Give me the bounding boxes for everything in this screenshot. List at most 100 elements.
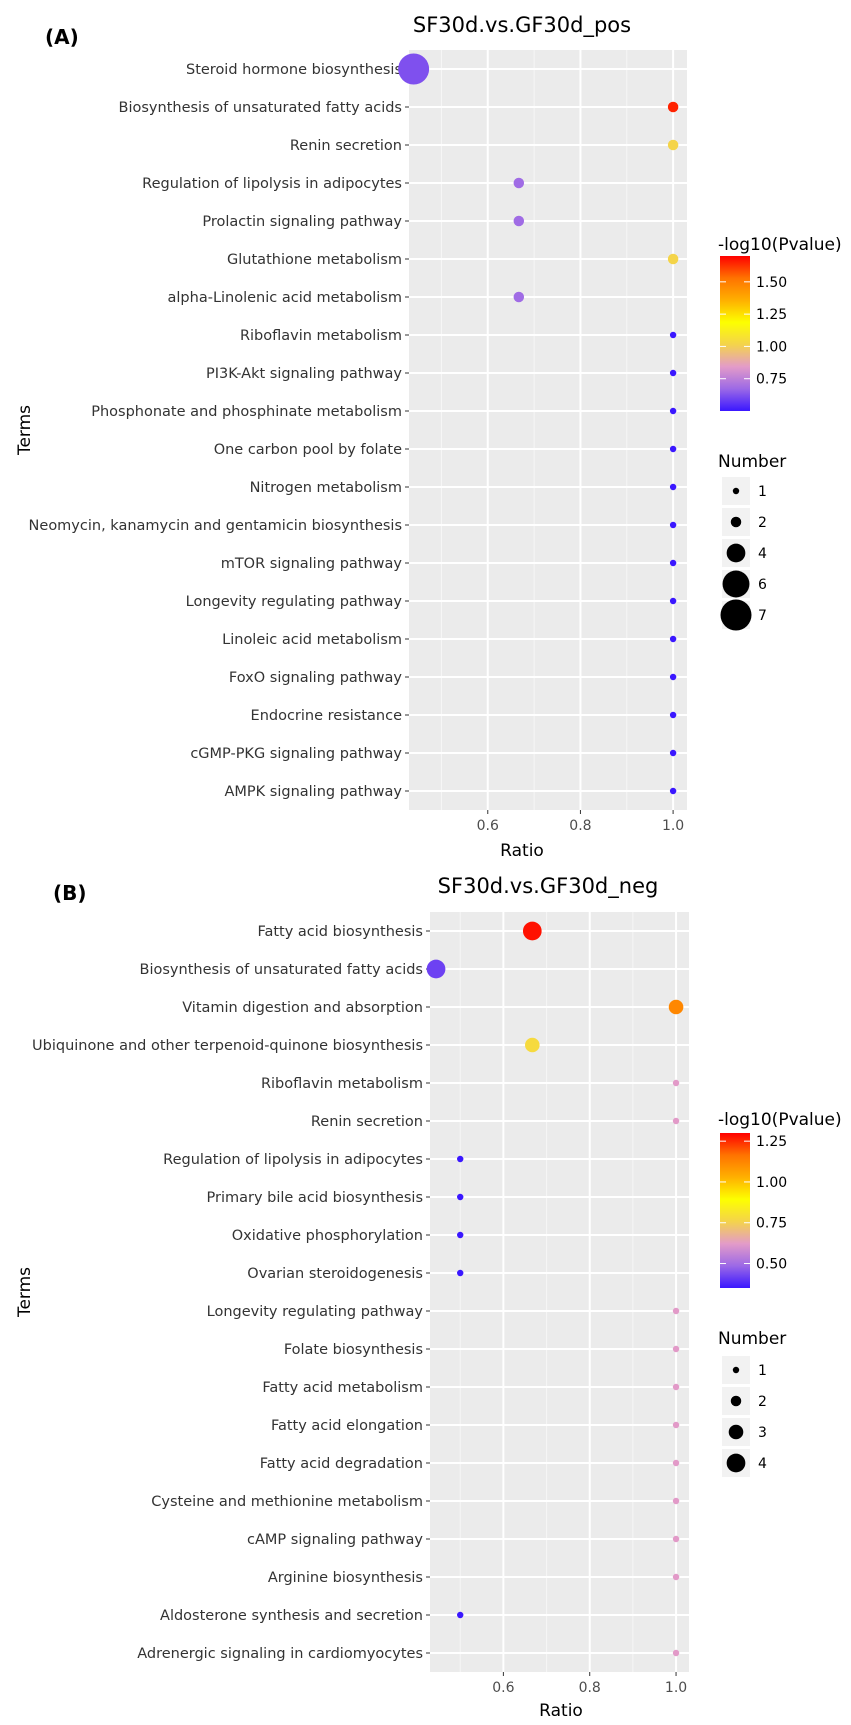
y-tick-label: cAMP signaling pathway: [247, 1532, 423, 1548]
size-legend-dot: [732, 487, 740, 495]
size-legend-label: 2: [758, 515, 767, 531]
y-tick-label: Fatty acid degradation: [260, 1456, 423, 1472]
data-point: [672, 1383, 680, 1391]
data-point: [672, 1079, 680, 1087]
y-tick-label: Longevity regulating pathway: [207, 1304, 424, 1320]
data-point: [669, 711, 677, 719]
color-legend-title: -log10(Pvalue): [718, 235, 842, 255]
y-tick-label: AMPK signaling pathway: [224, 784, 402, 800]
data-point: [513, 177, 525, 189]
chart-title: SF30d.vs.GF30d_neg: [438, 874, 659, 899]
colorbar-tick-label: 1.25: [756, 307, 787, 323]
y-tick-label: Primary bile acid biosynthesis: [207, 1190, 424, 1206]
panel-b: (B) SF30d.vs.GF30d_neg Fatty acid biosynth…: [15, 874, 842, 1721]
data-point: [426, 959, 446, 979]
size-legend-dot: [720, 599, 752, 631]
y-tick-label: mTOR signaling pathway: [221, 556, 403, 572]
color-legend-title: -log10(Pvalue): [718, 1110, 842, 1130]
data-point: [457, 1193, 464, 1201]
y-tick-label: Biosynthesis of unsaturated fatty acids: [140, 962, 423, 978]
data-point: [667, 139, 679, 151]
data-point: [668, 999, 684, 1015]
x-tick-label: 0.6: [492, 1680, 514, 1696]
data-point: [672, 1649, 680, 1657]
y-tick-label: Glutathione metabolism: [227, 252, 402, 268]
data-point: [522, 921, 542, 941]
data-point: [669, 369, 677, 377]
colorbar-tick-label: 0.75: [756, 372, 787, 388]
colorbar-tick-label: 1.00: [756, 339, 787, 355]
y-tick-label: Prolactin signaling pathway: [202, 214, 402, 230]
data-point: [667, 101, 679, 113]
size-legend-dot: [730, 516, 742, 528]
size-legend-label: 4: [758, 546, 767, 562]
chart-title: SF30d.vs.GF30d_pos: [413, 13, 631, 38]
data-point: [669, 483, 677, 491]
y-tick-label: Cysteine and methionine metabolism: [151, 1494, 423, 1510]
size-legend-label: 2: [758, 1394, 767, 1410]
plot-background: [409, 50, 687, 810]
data-point: [669, 749, 677, 757]
y-tick-label: Riboflavin metabolism: [261, 1076, 423, 1092]
x-axis-title: Ratio: [500, 841, 544, 861]
size-legend-label: 6: [758, 577, 767, 593]
y-tick-label: Biosynthesis of unsaturated fatty acids: [119, 100, 402, 116]
size-legend-dot: [730, 1395, 742, 1407]
y-tick-label: FoxO signaling pathway: [229, 670, 402, 686]
size-legend-title: Number: [718, 1329, 786, 1349]
x-tick-label: 0.6: [477, 818, 499, 834]
data-point: [457, 1155, 464, 1163]
data-point: [525, 1037, 540, 1053]
data-point: [672, 1421, 680, 1429]
panel-a: (A) SF30d.vs.GF30d_pos Steroid hormone bio…: [15, 13, 842, 861]
data-point: [669, 597, 677, 605]
data-point: [669, 521, 677, 529]
size-legend-title: Number: [718, 452, 786, 472]
y-tick-label: Endocrine resistance: [251, 708, 403, 724]
data-point: [669, 331, 677, 339]
data-point: [457, 1611, 464, 1619]
y-tick-label: alpha-Linolenic acid metabolism: [168, 290, 402, 306]
data-point: [672, 1117, 680, 1125]
y-tick-label: Regulation of lipolysis in adipocytes: [163, 1152, 423, 1168]
panel-label: (B): [53, 881, 87, 905]
x-tick-label: 0.8: [569, 818, 591, 834]
y-tick-label: Adrenergic signaling in cardiomyocytes: [137, 1646, 423, 1662]
y-tick-label: Arginine biosynthesis: [268, 1570, 423, 1586]
data-point: [672, 1459, 680, 1467]
size-legend-dot: [722, 570, 750, 598]
size-legend-dot: [728, 1424, 744, 1440]
data-point: [457, 1269, 464, 1277]
colorbar-tick-label: 1.50: [756, 275, 787, 291]
size-legend-label: 7: [758, 608, 767, 624]
y-tick-label: Aldosterone synthesis and secretion: [160, 1608, 423, 1624]
data-point: [672, 1535, 680, 1543]
y-tick-label: Regulation of lipolysis in adipocytes: [142, 176, 402, 192]
x-tick-label: 0.8: [579, 1680, 601, 1696]
colorbar: [720, 256, 750, 411]
data-point: [669, 445, 677, 453]
y-tick-label: Ubiquinone and other terpenoid-quinone b…: [32, 1038, 423, 1054]
size-legend-label: 1: [758, 1363, 767, 1379]
colorbar-tick-label: 1.25: [756, 1134, 787, 1150]
data-point: [457, 1231, 464, 1239]
size-legend-label: 1: [758, 484, 767, 500]
y-tick-label: Ovarian steroidogenesis: [247, 1266, 423, 1282]
data-point: [513, 291, 525, 303]
y-tick-label: Nitrogen metabolism: [250, 480, 402, 496]
y-tick-label: Linoleic acid metabolism: [222, 632, 402, 648]
y-axis-title: Terms: [15, 1267, 35, 1318]
x-tick-label: 1.0: [662, 818, 684, 834]
data-point: [669, 787, 677, 795]
y-tick-label: Renin secretion: [311, 1114, 423, 1130]
y-tick-label: Vitamin digestion and absorption: [182, 1000, 423, 1016]
y-axis-title: Terms: [15, 405, 35, 456]
y-tick-label: Fatty acid metabolism: [262, 1380, 423, 1396]
y-tick-label: Riboflavin metabolism: [240, 328, 402, 344]
size-legend-label: 3: [758, 1425, 767, 1441]
data-point: [669, 635, 677, 643]
data-point: [669, 407, 677, 415]
y-tick-label: Oxidative phosphorylation: [232, 1228, 423, 1244]
x-tick-label: 1.0: [665, 1680, 687, 1696]
